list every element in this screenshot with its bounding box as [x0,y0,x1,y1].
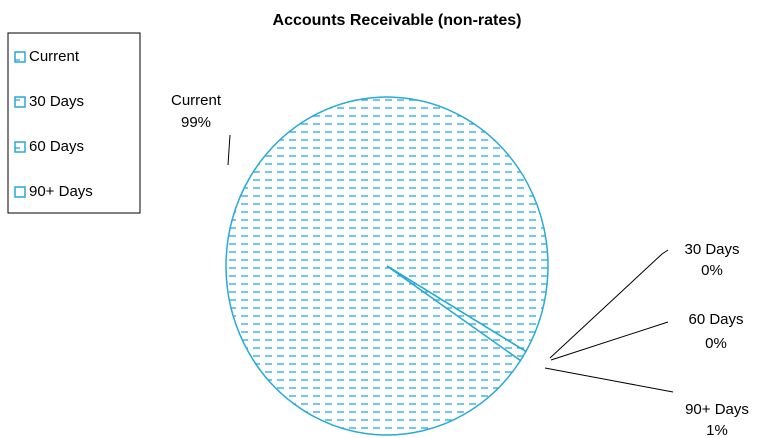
data-label-value: 0% [705,335,727,352]
legend-box [7,32,141,214]
data-label-name: 60 Days [688,311,743,328]
legend-label: 30 Days [29,93,84,110]
leader-line [550,321,669,361]
data-label-name: 90+ Days [685,401,749,418]
leader-line [227,134,231,166]
data-label-value: 1% [706,422,728,438]
legend-swatch [14,96,26,108]
data-label-value: 0% [701,262,723,279]
legend-swatch [14,141,26,153]
data-label-name: 30 Days [684,241,739,258]
legend-label: 60 Days [29,138,84,155]
legend-label: 90+ Days [29,183,93,200]
chart-title: Accounts Receivable (non-rates) [273,12,522,29]
leader-line [549,249,669,359]
pie-slice [225,96,549,436]
data-label-value: 99% [181,114,211,131]
legend-label: Current [29,48,80,65]
leader-line [544,367,674,393]
legend-swatch [14,51,26,63]
legend-swatch [14,186,26,198]
data-label-name: Current [171,92,222,109]
pie-slice [386,265,527,362]
